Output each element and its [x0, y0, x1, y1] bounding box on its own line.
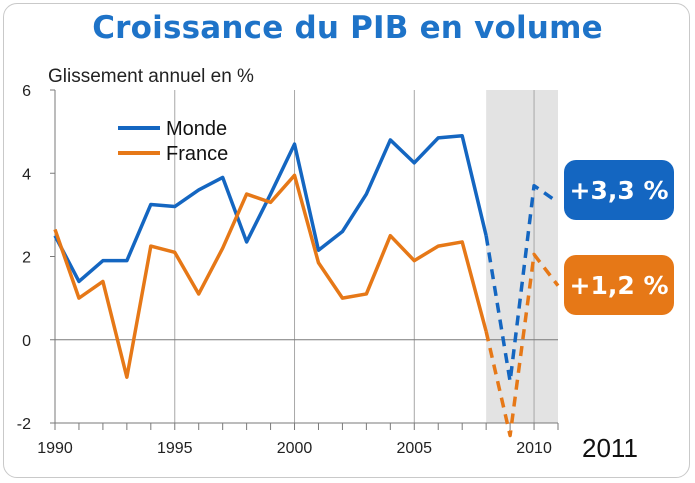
x-tick-label: 2010 — [516, 440, 552, 457]
y-axis-label: Glissement annuel en % — [48, 66, 254, 87]
forecast-band — [486, 90, 558, 423]
y-tick-label: 6 — [22, 83, 31, 100]
legend-label-france: France — [166, 143, 228, 165]
y-tick-label: 0 — [22, 333, 31, 350]
series-line-france — [53, 173, 488, 379]
y-tick-label: 4 — [22, 166, 31, 183]
chart-title: Croissance du PIB en volume — [92, 10, 603, 46]
monde-growth-badge: +3,3 % — [564, 160, 674, 220]
series-line-monde — [53, 134, 488, 284]
series-forecast-france — [484, 252, 560, 438]
legend-label-monde: Monde — [166, 118, 227, 140]
x-tick-label: 1990 — [37, 440, 73, 457]
france-growth-badge: +1,2 % — [564, 255, 674, 315]
x-tick-label: 2000 — [277, 440, 313, 457]
y-tick-label: 2 — [22, 250, 31, 267]
chart-frame — [3, 3, 690, 478]
year-2011-label: 2011 — [582, 433, 638, 463]
x-tick-label: 2005 — [396, 440, 432, 457]
series-forecast-monde — [484, 183, 559, 384]
y-tick-label: -2 — [17, 416, 31, 433]
x-tick-label: 1995 — [157, 440, 193, 457]
